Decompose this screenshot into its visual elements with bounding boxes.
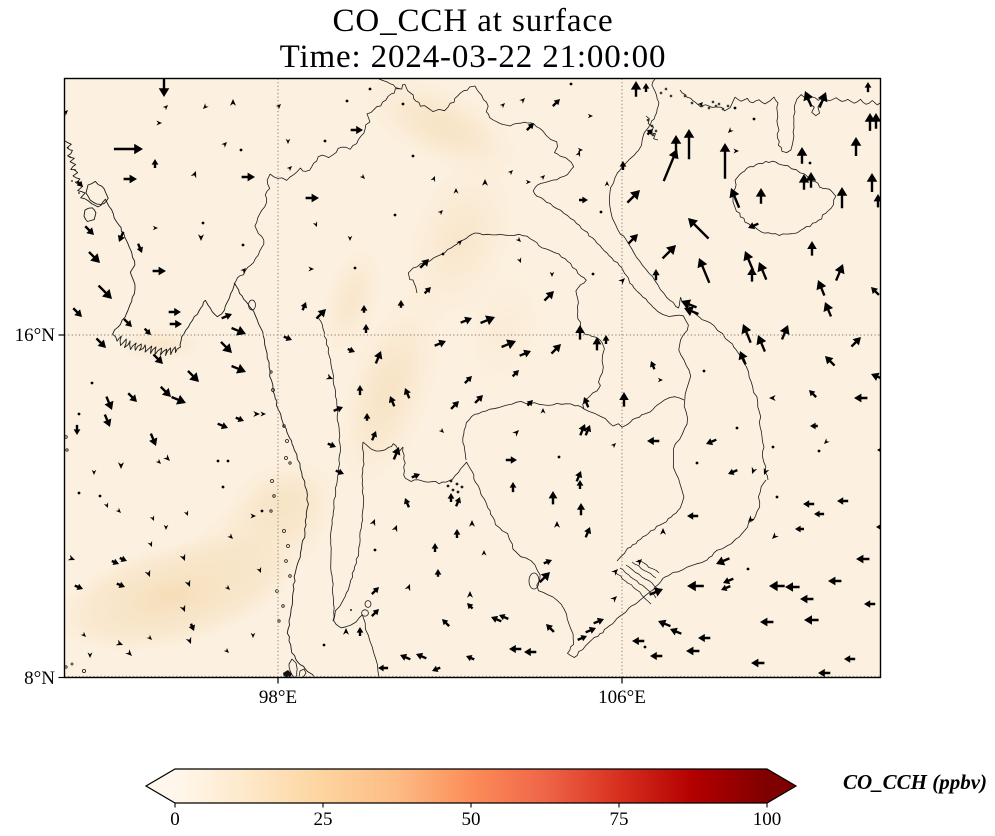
svg-text:75: 75 bbox=[610, 809, 629, 830]
svg-text:25: 25 bbox=[314, 809, 333, 830]
svg-text:8°N: 8°N bbox=[24, 668, 55, 689]
svg-text:0: 0 bbox=[170, 809, 180, 830]
svg-text:98°E: 98°E bbox=[259, 687, 297, 708]
svg-text:CO_CCH at surface: CO_CCH at surface bbox=[332, 3, 613, 39]
svg-text:106°E: 106°E bbox=[598, 687, 646, 708]
svg-text:100: 100 bbox=[753, 809, 782, 830]
svg-text:16°N: 16°N bbox=[15, 325, 56, 346]
svg-text:CO_CCH (ppbv): CO_CCH (ppbv) bbox=[843, 770, 987, 794]
svg-text:50: 50 bbox=[462, 809, 481, 830]
svg-text:Time: 2024-03-22 21:00:00: Time: 2024-03-22 21:00:00 bbox=[280, 39, 667, 75]
